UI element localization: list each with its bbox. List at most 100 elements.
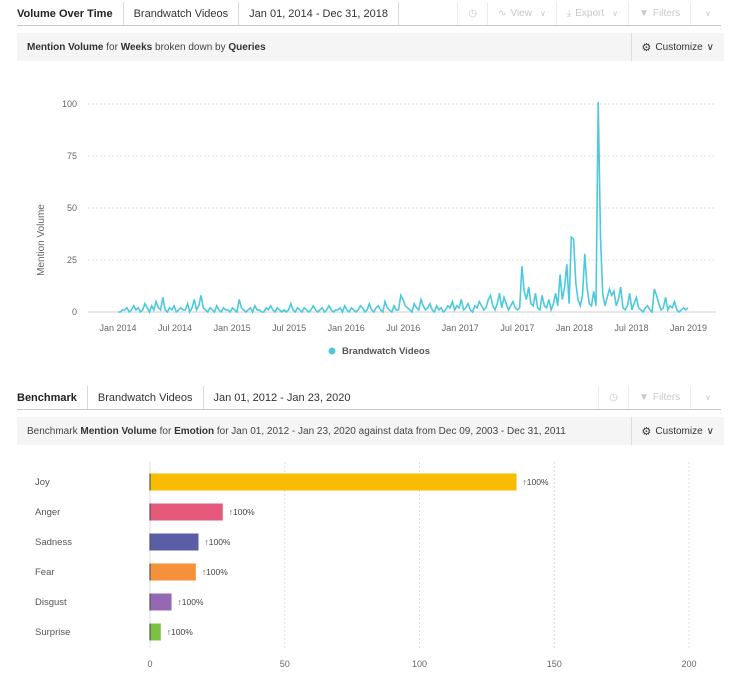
- line-chart-y-ticks: 0 25 50 75 100: [62, 99, 77, 317]
- legend-swatch: [328, 347, 336, 355]
- subtitle-metric: Mention Volume: [27, 41, 104, 53]
- benchmark-filters-button[interactable]: ▼ Filters: [628, 386, 690, 409]
- benchmark-customize-button[interactable]: ⚙ Customize ∨: [630, 417, 724, 445]
- x-tick-label: Jan 2018: [556, 323, 593, 333]
- benchmark-tab-title[interactable]: Benchmark: [17, 386, 88, 409]
- download-icon: ⤓: [566, 8, 572, 19]
- subtitle-group: Queries: [228, 41, 266, 53]
- chevron-down-icon: ∨: [539, 9, 546, 18]
- x-tick-label: Jan 2015: [214, 323, 251, 333]
- x-tick-label: 100: [412, 659, 427, 669]
- bar-surprise[interactable]: [150, 623, 161, 641]
- y-tick-label: 0: [72, 307, 77, 317]
- bar-fear[interactable]: [150, 563, 196, 581]
- volume-title-label: Volume Over Time: [17, 7, 113, 20]
- chevron-down-icon: ∨: [612, 9, 618, 18]
- x-tick-label: Jul 2018: [614, 323, 648, 333]
- volume-tab-title[interactable]: Volume Over Time: [17, 2, 124, 25]
- subtitle-rest: for Jan 01, 2012 - Jan 23, 2020 against …: [216, 425, 566, 437]
- subtitle-prefix: Benchmark: [27, 425, 78, 437]
- benchmark-query-label: Brandwatch Videos: [97, 391, 193, 404]
- bar-joy[interactable]: [150, 473, 517, 491]
- volume-clock-button[interactable]: ◷: [457, 2, 487, 25]
- change-label: ↑100%: [178, 597, 204, 607]
- customize-label: Customize: [655, 425, 703, 437]
- chevron-down-icon: ∨: [706, 41, 714, 53]
- volume-tab-daterange[interactable]: Jan 01, 2014 - Dec 31, 2018: [239, 2, 399, 25]
- x-tick-label: 50: [280, 659, 290, 669]
- volume-tabbar: Volume Over Time Brandwatch Videos Jan 0…: [17, 2, 721, 26]
- y-tick-label: 75: [67, 151, 77, 161]
- x-tick-label: Jan 2019: [670, 323, 707, 333]
- benchmark-tools: ◷ ▼ Filters ∨: [598, 386, 721, 409]
- subtitle-period: Weeks: [120, 41, 153, 53]
- volume-query-label: Brandwatch Videos: [133, 7, 229, 20]
- filter-icon: ▼: [639, 392, 649, 403]
- category-label: Joy: [35, 477, 50, 488]
- change-label: ↑100%: [229, 507, 255, 517]
- benchmark-tabbar: Benchmark Brandwatch Videos Jan 01, 2012…: [17, 386, 721, 410]
- x-tick-label: Jan 2017: [442, 323, 479, 333]
- volume-more-button[interactable]: ∨: [690, 2, 721, 25]
- category-label: Surprise: [35, 627, 70, 638]
- x-tick-label: 200: [681, 659, 696, 669]
- benchmark-more-button[interactable]: ∨: [690, 386, 721, 409]
- benchmark-daterange-label: Jan 01, 2012 - Jan 23, 2020: [213, 391, 351, 404]
- change-label: ↑100%: [202, 567, 228, 577]
- volume-export-button[interactable]: ⤓ Export ∨: [555, 2, 628, 25]
- volume-tools: ◷ ∿ View ∨ ⤓ Export ∨ ▼ Filters ∨: [457, 2, 721, 25]
- benchmark-subtitle-bar: Benchmark Mention Volume for Emotion for…: [17, 417, 724, 445]
- benchmark-title-label: Benchmark: [17, 391, 77, 404]
- benchmark-tab-query[interactable]: Brandwatch Videos: [88, 386, 204, 409]
- bar-disgust[interactable]: [150, 593, 172, 611]
- x-tick-label: Jul 2016: [386, 323, 420, 333]
- subtitle-metric: Mention Volume: [80, 425, 157, 437]
- clock-icon: ◷: [468, 8, 478, 19]
- volume-subtitle-bar: Mention Volume for Weeks broken down by …: [17, 33, 724, 61]
- change-label: ↑100%: [523, 477, 549, 487]
- x-tick-label: Jan 2014: [99, 323, 136, 333]
- y-tick-label: 100: [62, 99, 77, 109]
- x-tick-label: Jul 2017: [500, 323, 534, 333]
- chevron-down-icon: ∨: [706, 425, 714, 437]
- volume-filters-button[interactable]: ▼ Filters: [628, 2, 690, 25]
- subtitle-for: for: [159, 425, 172, 437]
- legend-label: Brandwatch Videos: [342, 346, 430, 357]
- series-line-brandwatch-videos[interactable]: [118, 101, 689, 315]
- volume-view-button[interactable]: ∿ View ∨: [487, 2, 556, 25]
- chevron-down-icon: ∨: [705, 9, 711, 18]
- subtitle-dimension: Emotion: [174, 425, 215, 437]
- bar-sadness[interactable]: [150, 533, 199, 551]
- gear-icon: ⚙: [641, 41, 652, 54]
- bar-anger[interactable]: [150, 503, 223, 521]
- subtitle-for: for: [106, 41, 118, 53]
- benchmark-clock-button[interactable]: ◷: [598, 386, 628, 409]
- view-label: View: [510, 8, 532, 19]
- filters-label: Filters: [652, 8, 681, 19]
- x-tick-label: Jan 2016: [328, 323, 365, 333]
- x-tick-label: Jul 2015: [272, 323, 306, 333]
- category-label: Sadness: [35, 537, 72, 548]
- line-chart-icon: ∿: [498, 8, 507, 19]
- change-label: ↑100%: [205, 537, 231, 547]
- volume-subtitle: Mention Volume for Weeks broken down by …: [27, 42, 266, 53]
- line-chart-ylabel: Mention Volume: [36, 204, 47, 276]
- bar-chart-bars: Joy ↑100% Anger ↑100% Sadness ↑100% Fear ↑100% D…: [35, 473, 549, 641]
- line-chart-grid: [88, 103, 716, 313]
- x-tick-label: Jul 2014: [158, 323, 192, 333]
- volume-tab-query[interactable]: Brandwatch Videos: [124, 2, 240, 25]
- x-tick-label: 0: [147, 659, 152, 669]
- benchmark-subtitle: Benchmark Mention Volume for Emotion for…: [27, 426, 566, 437]
- volume-line-chart: 0 25 50 75 100 Jan 2014 Jul 2014 Jan 2015 Jul 2…: [36, 99, 716, 357]
- volume-customize-button[interactable]: ⚙ Customize ∨: [630, 33, 724, 61]
- filter-icon: ▼: [639, 8, 649, 19]
- y-tick-label: 50: [67, 203, 77, 213]
- customize-label: Customize: [655, 41, 703, 53]
- category-label: Anger: [35, 507, 60, 518]
- category-label: Fear: [35, 567, 55, 578]
- emotion-bar-chart: 0 50 100 150 200 Joy ↑100% Anger ↑100% Sadness ↑1…: [35, 462, 697, 669]
- benchmark-tab-daterange[interactable]: Jan 01, 2012 - Jan 23, 2020: [204, 386, 361, 409]
- x-tick-label: 150: [547, 659, 562, 669]
- line-chart-legend[interactable]: Brandwatch Videos: [328, 346, 431, 357]
- filters-label: Filters: [652, 392, 681, 403]
